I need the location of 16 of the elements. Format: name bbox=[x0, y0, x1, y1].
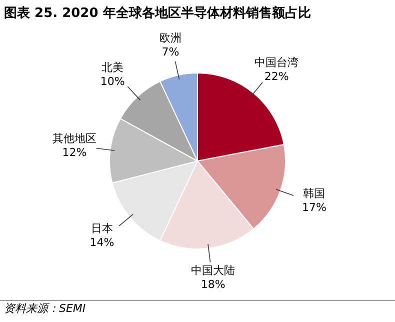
slice-label: 中国大陆 bbox=[191, 264, 236, 277]
text: 资料来源：SEMI bbox=[0, 300, 395, 316]
data-label: 12% bbox=[62, 146, 87, 160]
slice-label: 其他地区 bbox=[52, 132, 96, 146]
slice-label: 北美 bbox=[102, 60, 124, 74]
data-label: 18% bbox=[200, 278, 226, 291]
slice-label: 日本 bbox=[90, 222, 113, 236]
data-label: 14% bbox=[90, 236, 114, 250]
slice-label: 欧洲 bbox=[159, 32, 182, 45]
data-label: 10% bbox=[100, 74, 125, 88]
data-label: 22% bbox=[264, 70, 289, 83]
data-label: 17% bbox=[302, 200, 326, 214]
chart-title: 图表 25. 2020 年全球各地区半导体材料销售额占比 bbox=[3, 4, 312, 23]
slice-label: 韩国 bbox=[303, 186, 326, 200]
data-label: 7% bbox=[162, 46, 180, 59]
slice-label: 中国台湾 bbox=[254, 56, 299, 69]
